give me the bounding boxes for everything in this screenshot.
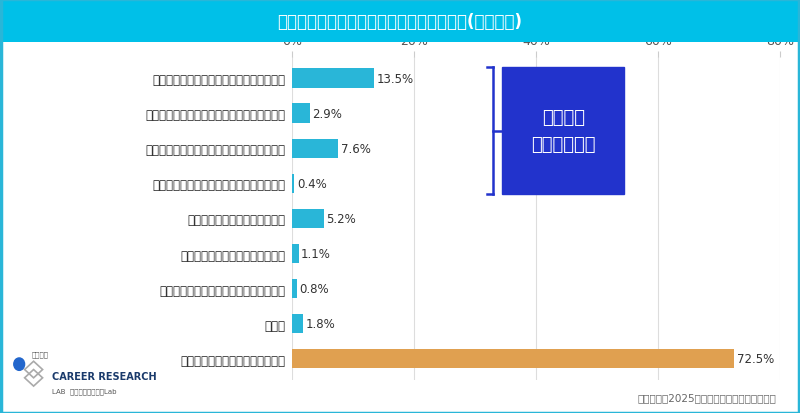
Text: 5.2%: 5.2% xyxy=(326,212,356,225)
Text: 7.6%: 7.6% xyxy=(341,142,370,155)
Text: 保護者向けアプローチで実施しているもの(複数回答): 保護者向けアプローチで実施しているもの(複数回答) xyxy=(278,13,522,31)
Bar xyxy=(292,314,303,334)
Text: 1.8%: 1.8% xyxy=(306,318,335,330)
Text: CAREER RESEARCH: CAREER RESEARCH xyxy=(52,371,157,381)
Text: マイナビ: マイナビ xyxy=(32,351,49,357)
Bar xyxy=(292,209,324,228)
Bar xyxy=(292,244,298,263)
Text: 0.8%: 0.8% xyxy=(299,282,329,295)
Bar xyxy=(292,349,734,368)
Text: LAB  キャリアリサーチLab: LAB キャリアリサーチLab xyxy=(52,387,117,394)
Bar xyxy=(292,279,297,299)
Text: 13.5%: 13.5% xyxy=(377,72,414,85)
Bar xyxy=(292,174,294,194)
Text: いわゆる
「オヤカク」: いわゆる 「オヤカク」 xyxy=(531,109,596,154)
Text: 「マイナビ2025年卒企業新卒採用活動調査」: 「マイナビ2025年卒企業新卒採用活動調査」 xyxy=(637,393,776,403)
Bar xyxy=(292,139,338,159)
Text: 1.1%: 1.1% xyxy=(301,247,331,260)
Text: 2.9%: 2.9% xyxy=(312,107,342,120)
Bar xyxy=(292,69,374,88)
FancyBboxPatch shape xyxy=(502,68,625,195)
Bar xyxy=(292,104,310,123)
Circle shape xyxy=(14,358,25,370)
Text: 0.4%: 0.4% xyxy=(297,178,326,190)
Text: 72.5%: 72.5% xyxy=(737,352,774,366)
